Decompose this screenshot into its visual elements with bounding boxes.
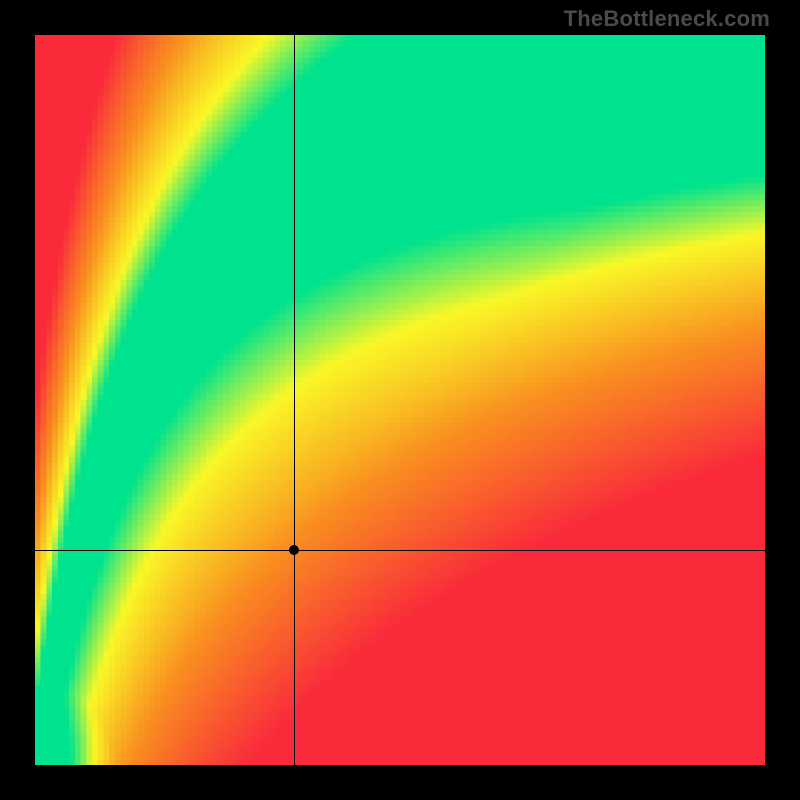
crosshair-horizontal xyxy=(35,550,765,551)
crosshair-marker-dot xyxy=(289,545,299,555)
heatmap-canvas xyxy=(35,35,765,765)
crosshair-vertical xyxy=(294,35,295,765)
heatmap-plot xyxy=(35,35,765,765)
watermark-text: TheBottleneck.com xyxy=(564,6,770,32)
